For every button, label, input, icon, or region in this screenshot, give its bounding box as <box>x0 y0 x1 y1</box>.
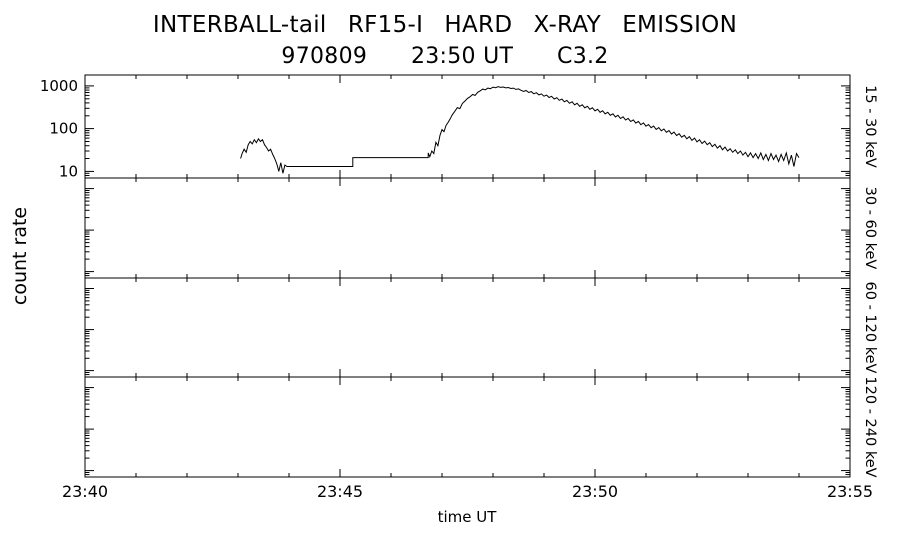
panel-energy-label: 120 - 240 keV <box>862 376 878 477</box>
x-tick-label: 23:55 <box>827 482 873 501</box>
x-tick-label: 23:50 <box>572 482 618 501</box>
panel-frame <box>84 277 851 378</box>
y-tick-label: 100 <box>49 120 78 138</box>
lightcurve <box>240 86 800 174</box>
chart-title: INTERBALL-tail RF15-I HARD X-RAY EMISSIO… <box>152 12 738 38</box>
panel-frame <box>84 74 851 179</box>
x-tick-label: 23:40 <box>62 482 108 501</box>
panel-frame <box>84 376 851 478</box>
x-axis-title: time UT <box>437 508 497 526</box>
panel-energy-label: 60 - 120 keV <box>862 282 878 374</box>
panel: 30 - 60 keV <box>84 177 878 279</box>
panel-frame <box>84 177 851 279</box>
panel-energy-label: 30 - 60 keV <box>862 187 878 270</box>
x-tick-label: 23:45 <box>317 482 363 501</box>
y-tick-label: 1000 <box>40 77 78 95</box>
panel: 120 - 240 keV <box>84 376 878 478</box>
y-tick-label: 10 <box>59 162 78 180</box>
chart-subtitle: 970809 23:50 UT C3.2 <box>281 44 609 69</box>
panel: 60 - 120 keV <box>84 277 878 378</box>
panel-energy-label: 15 - 30 keV <box>862 85 878 168</box>
panel: 10 100 1000 15 - 30 keV <box>40 74 878 180</box>
